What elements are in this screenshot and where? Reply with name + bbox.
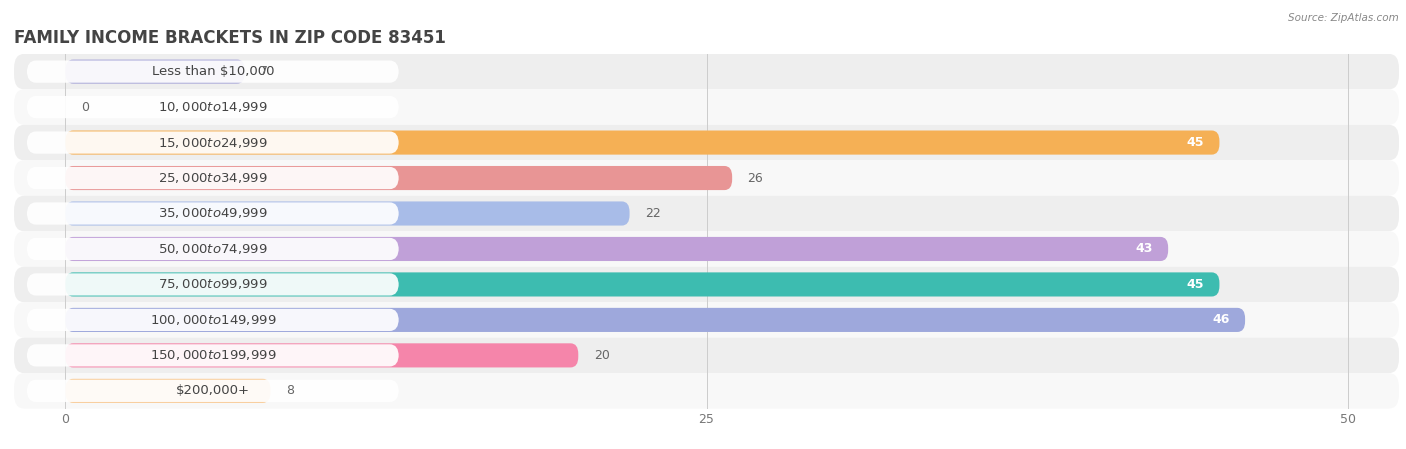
Text: $50,000 to $74,999: $50,000 to $74,999	[157, 242, 267, 256]
FancyBboxPatch shape	[14, 160, 1399, 196]
Text: 22: 22	[645, 207, 661, 220]
FancyBboxPatch shape	[65, 343, 578, 367]
Text: $200,000+: $200,000+	[176, 384, 250, 397]
FancyBboxPatch shape	[14, 302, 1399, 338]
FancyBboxPatch shape	[65, 308, 1246, 332]
Text: $15,000 to $24,999: $15,000 to $24,999	[157, 136, 267, 150]
Text: 8: 8	[285, 384, 294, 397]
FancyBboxPatch shape	[27, 309, 399, 331]
Text: 20: 20	[593, 349, 610, 362]
FancyBboxPatch shape	[27, 132, 399, 154]
Text: $10,000 to $14,999: $10,000 to $14,999	[157, 100, 267, 114]
Text: $35,000 to $49,999: $35,000 to $49,999	[157, 207, 267, 220]
Text: 7: 7	[260, 65, 269, 78]
FancyBboxPatch shape	[14, 338, 1399, 373]
FancyBboxPatch shape	[65, 202, 630, 225]
FancyBboxPatch shape	[27, 167, 399, 189]
Text: $25,000 to $34,999: $25,000 to $34,999	[157, 171, 267, 185]
Text: Less than $10,000: Less than $10,000	[152, 65, 274, 78]
FancyBboxPatch shape	[27, 61, 399, 83]
Text: 45: 45	[1187, 278, 1204, 291]
Text: $150,000 to $199,999: $150,000 to $199,999	[149, 348, 276, 362]
Text: Source: ZipAtlas.com: Source: ZipAtlas.com	[1288, 13, 1399, 23]
Text: $100,000 to $149,999: $100,000 to $149,999	[149, 313, 276, 327]
Text: FAMILY INCOME BRACKETS IN ZIP CODE 83451: FAMILY INCOME BRACKETS IN ZIP CODE 83451	[14, 29, 446, 47]
Text: 46: 46	[1212, 313, 1230, 326]
FancyBboxPatch shape	[14, 231, 1399, 267]
FancyBboxPatch shape	[65, 131, 1219, 154]
FancyBboxPatch shape	[27, 202, 399, 224]
Text: 26: 26	[748, 172, 763, 185]
FancyBboxPatch shape	[27, 96, 399, 118]
FancyBboxPatch shape	[14, 373, 1399, 409]
FancyBboxPatch shape	[27, 273, 399, 295]
FancyBboxPatch shape	[14, 267, 1399, 302]
FancyBboxPatch shape	[65, 166, 733, 190]
Text: 43: 43	[1136, 242, 1153, 255]
FancyBboxPatch shape	[65, 273, 1219, 296]
FancyBboxPatch shape	[27, 238, 399, 260]
FancyBboxPatch shape	[27, 344, 399, 366]
FancyBboxPatch shape	[65, 60, 245, 84]
FancyBboxPatch shape	[14, 196, 1399, 231]
FancyBboxPatch shape	[14, 89, 1399, 125]
FancyBboxPatch shape	[27, 380, 399, 402]
Text: $75,000 to $99,999: $75,000 to $99,999	[157, 277, 267, 291]
FancyBboxPatch shape	[14, 125, 1399, 160]
FancyBboxPatch shape	[14, 54, 1399, 89]
Text: 45: 45	[1187, 136, 1204, 149]
FancyBboxPatch shape	[65, 379, 270, 403]
FancyBboxPatch shape	[65, 237, 1168, 261]
Text: 0: 0	[80, 101, 89, 114]
